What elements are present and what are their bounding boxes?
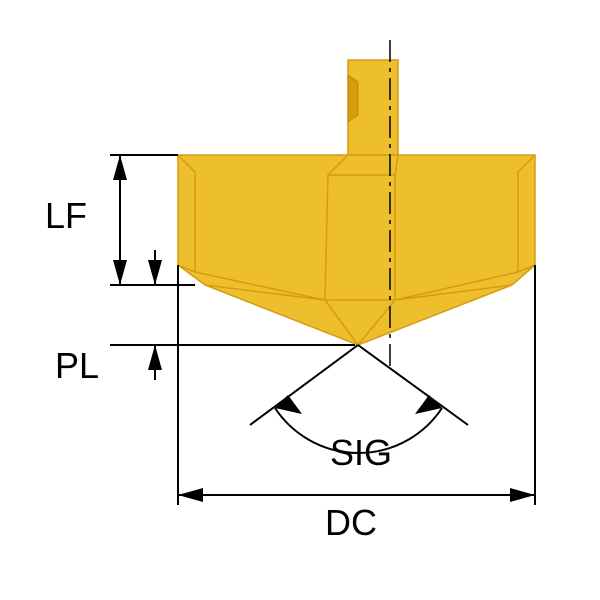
sig-label: SIG xyxy=(330,432,392,474)
pl-label: PL xyxy=(55,345,99,387)
drill-tool-body xyxy=(178,60,535,345)
technical-diagram xyxy=(0,0,600,600)
lf-label: LF xyxy=(45,195,87,237)
dc-label: DC xyxy=(325,502,377,544)
